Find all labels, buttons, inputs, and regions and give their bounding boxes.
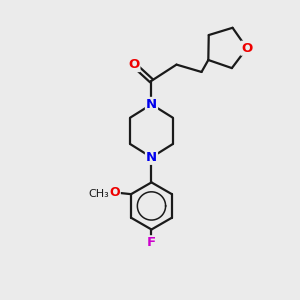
Text: F: F xyxy=(147,236,156,249)
Text: N: N xyxy=(146,151,157,164)
Text: CH₃: CH₃ xyxy=(88,189,109,199)
Text: O: O xyxy=(128,58,140,71)
Text: O: O xyxy=(241,42,253,55)
Text: N: N xyxy=(146,98,157,111)
Text: O: O xyxy=(110,186,120,199)
